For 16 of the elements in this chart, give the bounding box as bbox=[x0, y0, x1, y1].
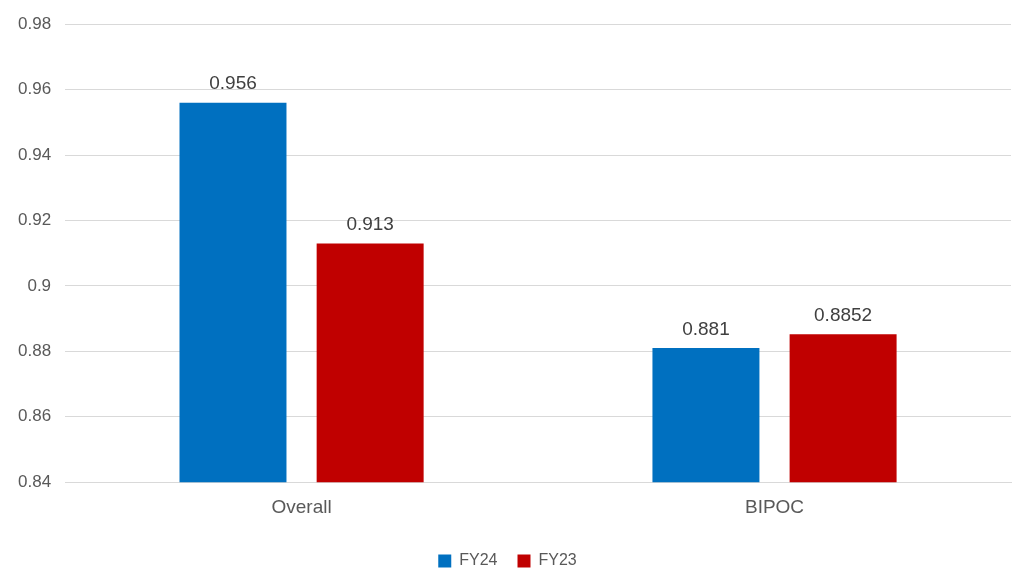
y-tick-label: 0.92 bbox=[17, 210, 52, 230]
data-label: 0.8852 bbox=[814, 304, 873, 326]
y-tick-label: 0.98 bbox=[17, 13, 52, 33]
y-tick-label: 0.88 bbox=[17, 341, 52, 361]
data-label: 0.881 bbox=[682, 317, 730, 339]
y-tick-label: 0.96 bbox=[17, 79, 52, 99]
y-tick-label: 0.86 bbox=[17, 406, 52, 426]
data-label: 0.956 bbox=[209, 72, 257, 94]
legend-label: FY23 bbox=[538, 551, 577, 569]
legend-label: FY24 bbox=[459, 551, 498, 569]
y-tick-label: 0.9 bbox=[27, 275, 52, 295]
data-label: 0.913 bbox=[346, 213, 394, 235]
y-tick-label: 0.94 bbox=[17, 144, 52, 164]
y-tick-label: 0.84 bbox=[17, 471, 52, 491]
x-tick-label: Overall bbox=[271, 495, 332, 517]
x-tick-label: BIPOC bbox=[744, 495, 805, 517]
